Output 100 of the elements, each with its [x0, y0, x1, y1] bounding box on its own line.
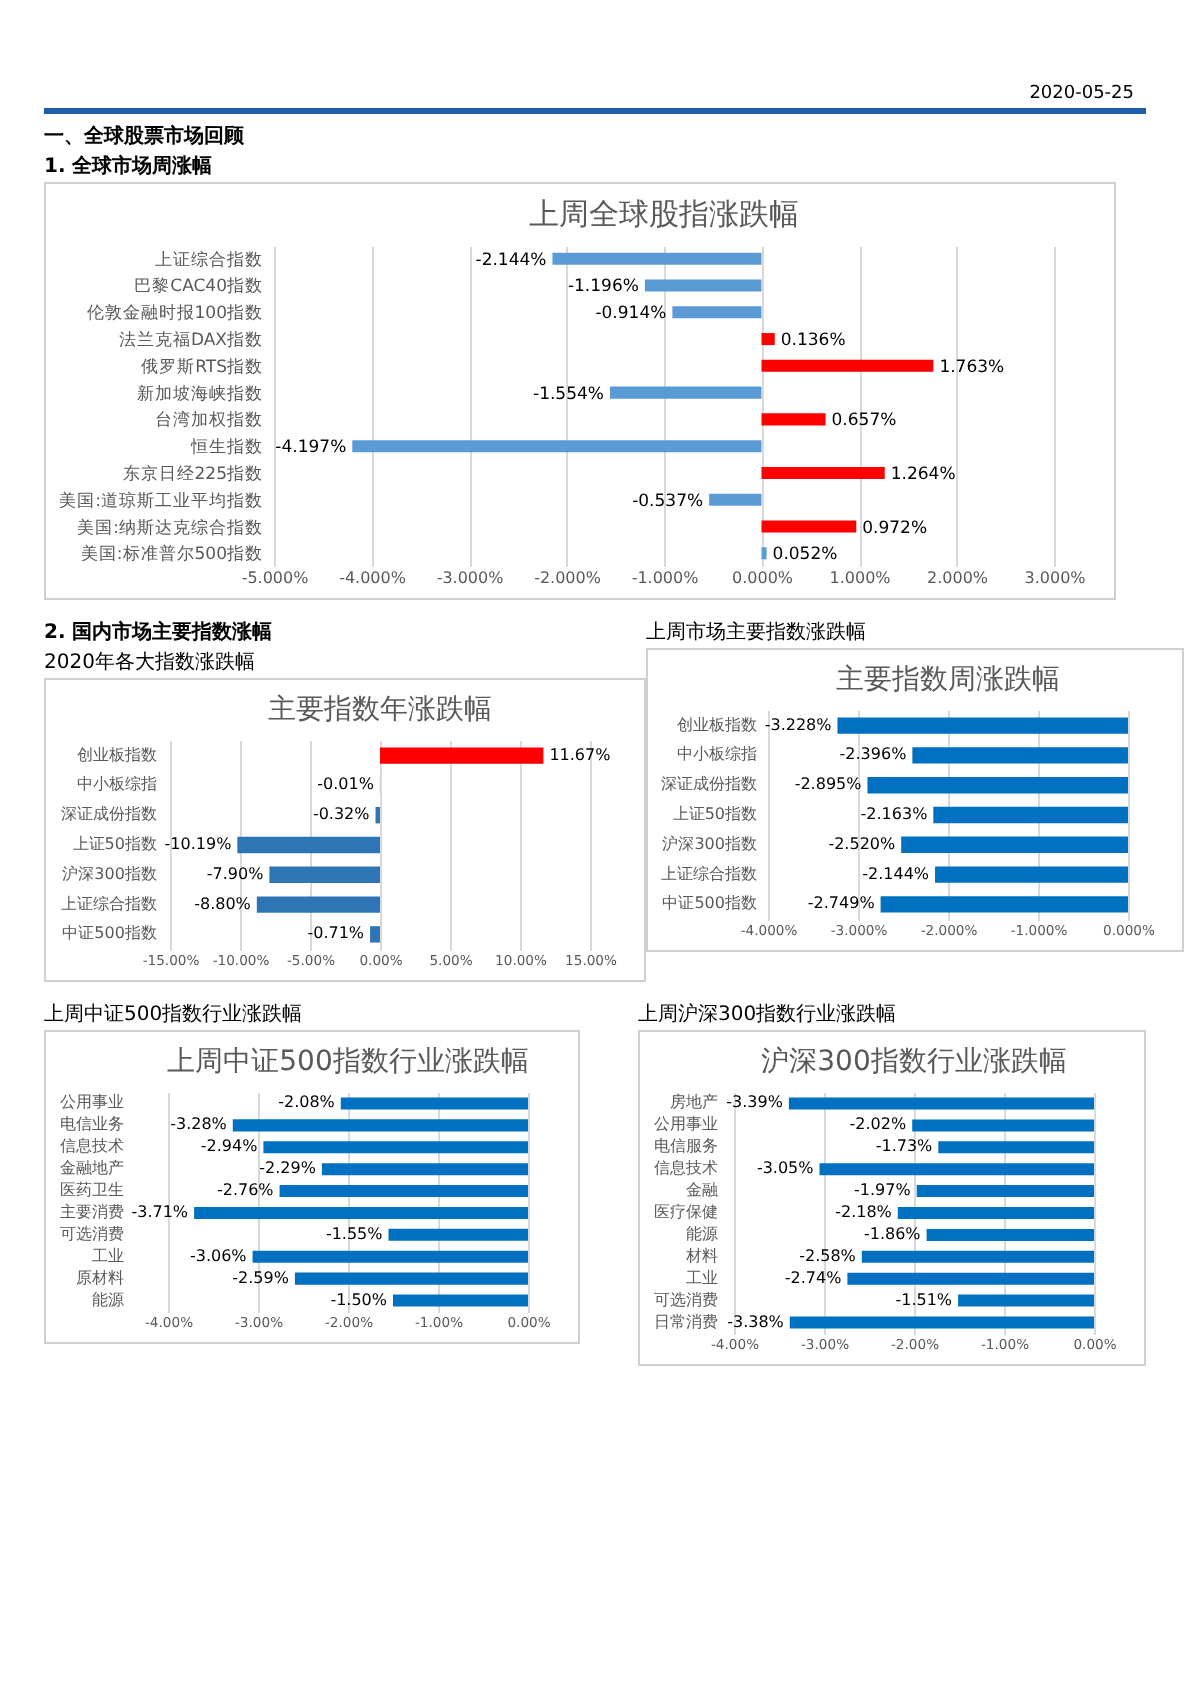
text: 2020-05-25 [44, 80, 1146, 114]
y-tick-label: 主要消费 [59, 1202, 124, 1221]
data-label: -10.19% [164, 835, 233, 853]
y-tick-label: 房地产 [670, 1093, 719, 1112]
x-tick-label: -5.000% [241, 569, 310, 587]
data-label: -2.76% [216, 1181, 275, 1200]
data-label: -2.144% [862, 864, 930, 883]
text: 1. 全球市场周涨幅 [44, 152, 215, 180]
data-label: -2.94% [200, 1137, 259, 1156]
data-label: -3.71% [131, 1202, 189, 1221]
y-tick-label: 深证成份指数 [661, 775, 757, 794]
data-label: -1.50% [330, 1290, 388, 1309]
x-tick-label: -2.000% [534, 569, 602, 587]
data-label: -1.73% [875, 1137, 934, 1156]
data-label: -4.197% [275, 438, 347, 459]
y-tick-label: 可选消费 [59, 1224, 124, 1243]
data-label: -1.55% [325, 1224, 384, 1243]
data-label: 0.136% [780, 331, 846, 352]
y-tick-label: 沪深300指数 [662, 834, 757, 853]
data-label: -1.97% [854, 1181, 912, 1200]
x-tick-label: -4.000% [339, 569, 407, 587]
y-tick-label: 创业板指数 [76, 745, 157, 764]
text: 2. 国内市场主要指数涨幅 [44, 618, 275, 646]
data-label: -3.228% [764, 715, 833, 734]
data-label: -1.86% [863, 1224, 922, 1243]
y-tick-label: 中证500指数 [662, 894, 757, 913]
bar [709, 493, 762, 506]
data-label: -3.05% [756, 1159, 815, 1178]
x-tick-label: 0.000% [731, 569, 794, 587]
y-tick-label: 美国:道琼斯工业平均指数 [59, 489, 263, 512]
y-tick-label: 日常消费 [654, 1312, 719, 1331]
data-label: -2.144% [475, 250, 547, 271]
bar [761, 359, 934, 372]
y-tick-label: 能源 [91, 1290, 124, 1309]
y-tick-label: 中证500指数 [62, 924, 157, 943]
data-label: -2.74% [784, 1268, 843, 1287]
x-tick-label: -3.000% [436, 569, 505, 587]
data-label: -2.59% [232, 1268, 290, 1287]
data-label: -2.895% [794, 775, 863, 794]
data-label: -7.90% [206, 864, 265, 883]
y-tick-label: 新加坡海峡指数 [137, 382, 263, 405]
y-tick-label: 工业 [686, 1268, 719, 1287]
chart-title: 主要指数年涨跌幅 [268, 694, 492, 726]
y-tick-label: 台湾加权指数 [155, 409, 263, 432]
data-label: -0.537% [632, 491, 704, 512]
chart-subtitle: 上周沪深300指数行业涨跌幅 [638, 1001, 899, 1028]
bar [609, 386, 762, 399]
x-tick-label: 2.000% [926, 569, 989, 587]
y-tick-label: 恒生指数 [189, 436, 263, 459]
data-label: -1.196% [567, 277, 639, 298]
bar [761, 466, 885, 479]
x-tick-label: 3.000% [1024, 569, 1087, 587]
data-label: -1.554% [533, 384, 604, 405]
data-label: -0.01% [317, 775, 375, 794]
data-label: 11.67% [549, 745, 612, 764]
data-label: -2.29% [259, 1159, 317, 1178]
chart-subtitle: 2020年各大指数涨跌幅 [44, 649, 257, 676]
x-tick-label: -1.000% [631, 569, 700, 587]
y-tick-label: 信息技术 [59, 1137, 124, 1156]
y-tick-label: 金融地产 [59, 1159, 124, 1178]
chart-title: 上周中证500指数行业涨跌幅 [167, 1046, 529, 1078]
y-tick-label: 工业 [91, 1246, 124, 1265]
data-label: -3.39% [726, 1093, 784, 1112]
bar [761, 547, 767, 560]
data-label: -2.163% [860, 805, 929, 823]
data-label: -8.80% [194, 894, 252, 913]
bar [644, 279, 762, 292]
data-label: -2.08% [278, 1093, 336, 1112]
y-tick-label: 创业板指数 [677, 715, 757, 734]
data-label: -0.914% [595, 304, 667, 325]
y-tick-label: 沪深300指数 [62, 864, 157, 883]
y-tick-label: 法兰克福DAX指数 [118, 329, 263, 352]
y-tick-label: 医疗保健 [654, 1203, 719, 1221]
data-label: 1.763% [939, 357, 1005, 378]
y-tick-label: 公用事业 [59, 1093, 124, 1112]
y-tick-label: 美国:纳斯达克综合指数 [77, 516, 263, 539]
y-tick-label: 信息技术 [654, 1159, 719, 1178]
y-tick-label: 能源 [686, 1224, 719, 1243]
data-label: -2.396% [839, 745, 908, 764]
data-label: -3.06% [189, 1246, 248, 1265]
y-tick-label: 原材料 [75, 1268, 124, 1287]
y-tick-label: 深证成份指数 [60, 805, 157, 824]
data-label: 0.052% [772, 545, 838, 566]
bar [672, 306, 762, 319]
bar [352, 440, 762, 453]
y-tick-label: 美国:标准普尔500指数 [80, 543, 263, 566]
y-tick-label: 电信服务 [654, 1137, 719, 1156]
y-tick-label: 东京日经225指数 [122, 462, 263, 485]
data-label: -2.02% [849, 1115, 907, 1134]
chart-subtitle: 上周中证500指数行业涨跌幅 [44, 1001, 305, 1028]
y-tick-label: 材料 [684, 1246, 719, 1265]
y-tick-label: 公用事业 [654, 1115, 719, 1134]
data-label: -3.38% [727, 1312, 785, 1331]
y-tick-label: 伦敦金融时报100指数 [86, 302, 263, 325]
data-label: -2.18% [835, 1203, 893, 1221]
data-label: 0.972% [862, 518, 928, 539]
bar [761, 333, 775, 346]
data-label: -2.58% [799, 1246, 857, 1265]
chart-subtitle: 上周市场主要指数涨跌幅 [646, 619, 868, 646]
data-label: -3.28% [170, 1115, 228, 1134]
